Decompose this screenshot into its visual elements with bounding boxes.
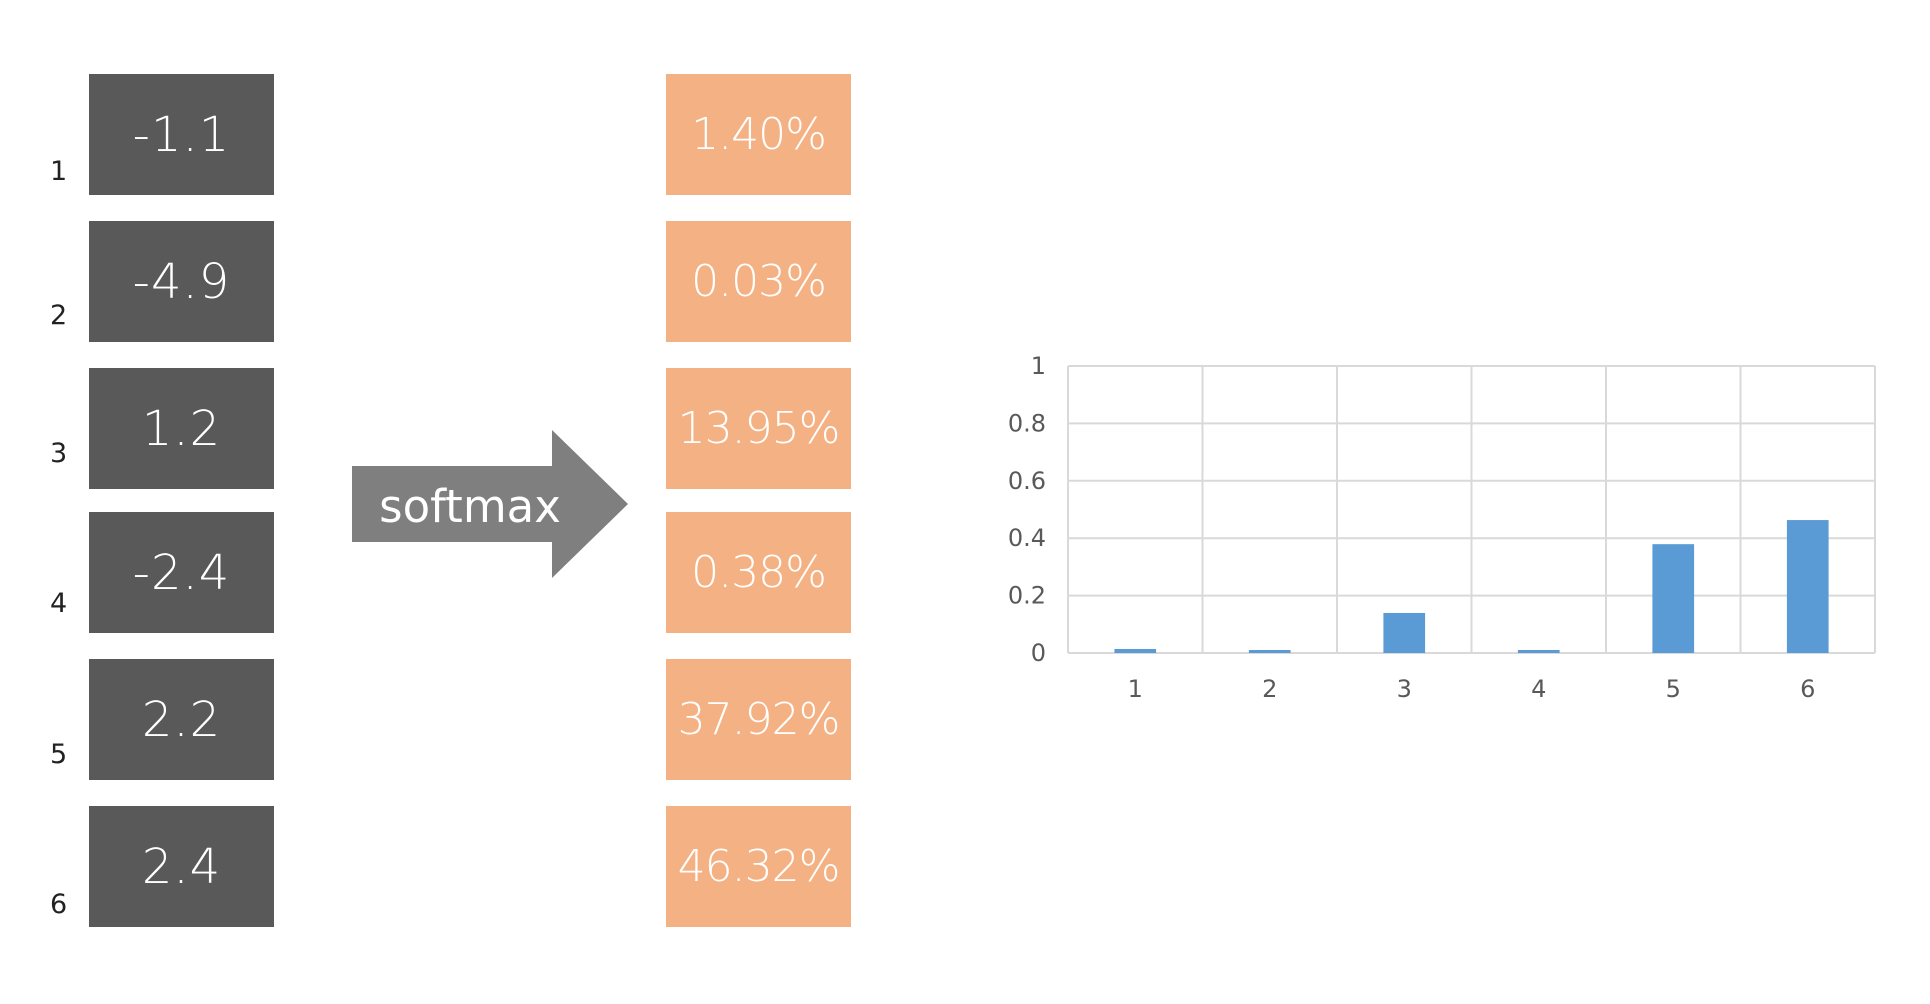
bar-2: [1248, 650, 1291, 653]
x-tick-label: 3: [1397, 675, 1412, 703]
x-tick-label: 1: [1128, 675, 1143, 703]
logit-box-2: -4.9: [89, 221, 274, 342]
softmax-label: softmax: [379, 479, 561, 533]
logit-box-6: 2.4: [89, 806, 274, 927]
bar-1: [1114, 648, 1157, 653]
row-index-4: 4: [50, 588, 68, 619]
y-tick-label: 0: [1031, 639, 1046, 667]
x-tick-label: 6: [1800, 675, 1815, 703]
row-index-6: 6: [50, 889, 68, 920]
bar-4: [1517, 650, 1560, 653]
logit-box-4: -2.4: [89, 512, 274, 633]
y-tick-label: 0.8: [1008, 409, 1046, 437]
y-tick-label: 0.2: [1008, 582, 1046, 610]
x-tick-label: 2: [1262, 675, 1277, 703]
y-tick-label: 0.6: [1008, 467, 1046, 495]
probability-box-6: 46.32%: [666, 806, 851, 927]
arrow-shape: [352, 430, 628, 578]
y-tick-label: 1: [1031, 352, 1046, 380]
probability-box-2: 0.03%: [666, 221, 851, 342]
y-tick-label: 0.4: [1008, 524, 1046, 552]
logit-box-1: -1.1: [89, 74, 274, 195]
bar-5: [1652, 544, 1695, 653]
row-index-1: 1: [50, 156, 68, 187]
x-tick-label: 4: [1531, 675, 1546, 703]
probability-bar-chart: 0 0.2 0.4 0.6 0.8 1 1 2 3 4 5 6: [1008, 352, 1876, 703]
probability-box-3: 13.95%: [666, 368, 851, 489]
row-index-2: 2: [50, 300, 68, 331]
probability-box-4: 0.38%: [666, 512, 851, 633]
row-index-3: 3: [50, 438, 68, 469]
bar-6: [1786, 520, 1829, 653]
probability-box-1: 1.40%: [666, 74, 851, 195]
softmax-arrow: [352, 430, 628, 578]
x-tick-label: 5: [1666, 675, 1681, 703]
probability-box-5: 37.92%: [666, 659, 851, 780]
logit-box-3: 1.2: [89, 368, 274, 489]
bar-3: [1383, 612, 1426, 653]
row-index-5: 5: [50, 739, 68, 770]
logit-box-5: 2.2: [89, 659, 274, 780]
